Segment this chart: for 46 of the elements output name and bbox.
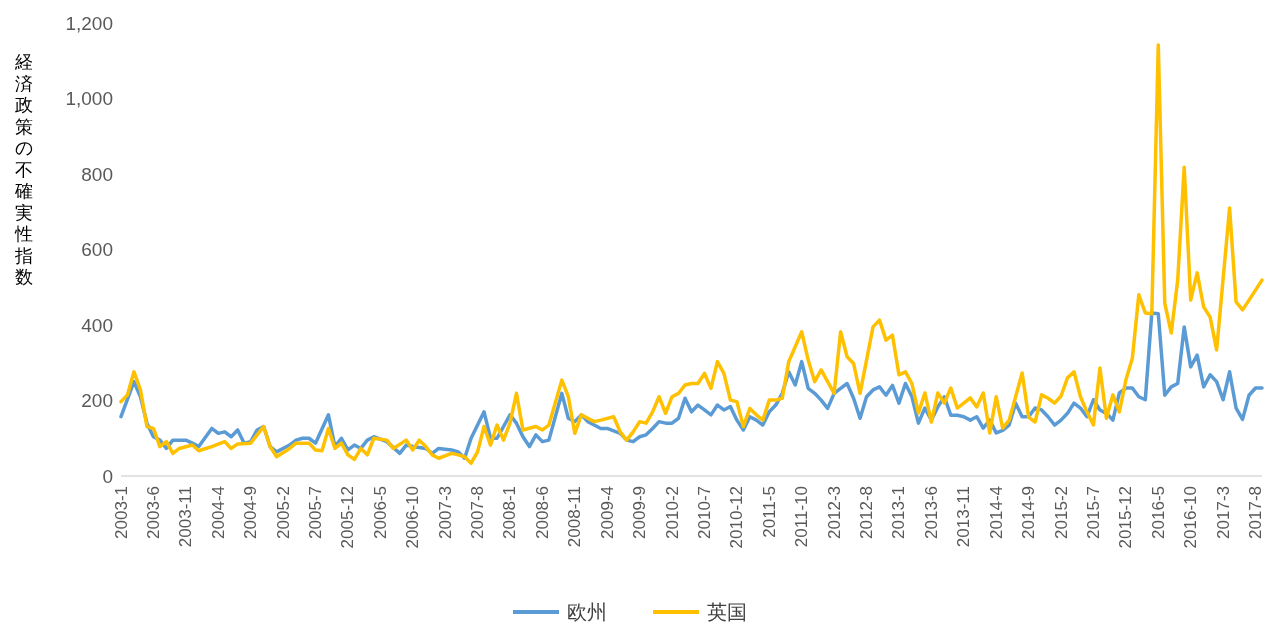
x-tick-label: 2014-4 [986,486,1006,539]
x-tick-label: 2008-11 [565,486,585,548]
x-tick-label: 2015-12 [1116,486,1136,549]
x-tick-label: 2007-3 [435,486,455,539]
x-tick-label: 2004-4 [208,486,228,539]
x-tick-label: 2004-9 [241,486,261,539]
x-tick-label: 2008-1 [500,486,520,539]
y-tick-label: 600 [81,239,113,260]
x-tick-label: 2011-10 [792,486,812,548]
x-tick-label: 2015-7 [1083,486,1103,539]
x-tick-label: 2003-11 [176,486,196,548]
x-tick-label: 2013-6 [921,486,941,539]
x-tick-label: 2017-8 [1246,486,1266,539]
x-tick-label: 2010-2 [662,486,682,539]
x-tick-label: 2006-10 [403,486,423,549]
x-tick-label: 2010-7 [694,486,714,539]
x-tick-label: 2003-1 [111,486,131,539]
x-tick-label: 2005-12 [338,486,358,549]
legend-label: 英国 [707,601,747,623]
x-tick-label: 2013-11 [954,486,974,548]
x-tick-label: 2015-2 [1051,486,1071,539]
x-tick-label: 2016-10 [1181,486,1201,549]
x-tick-label: 2013-1 [889,486,909,539]
x-tick-label: 2012-8 [857,486,877,539]
x-tick-label: 2011-5 [759,486,779,538]
x-tick-label: 2010-12 [727,486,747,549]
x-tick-label: 2003-6 [143,486,163,539]
x-tick-label: 2016-5 [1148,486,1168,539]
x-tick-label: 2012-3 [824,486,844,539]
y-tick-label: 400 [81,314,113,336]
text: 経済政策の不確実性指数 [15,52,33,287]
y-tick-label: 1,000 [65,88,113,109]
x-tick-label: 2007-8 [468,486,488,539]
x-tick-label: 2009-9 [630,486,650,539]
x-tick-label: 2005-2 [273,486,293,539]
y-tick-label: 1,200 [65,12,113,34]
x-tick-label: 2006-5 [370,486,390,539]
y-tick-label: 0 [102,465,113,487]
x-tick-label: 2005-7 [305,486,325,539]
y-tick-label: 800 [81,163,113,185]
x-tick-label: 2014-9 [1019,486,1039,539]
x-tick-label: 2008-6 [532,486,552,539]
x-tick-label: 2009-4 [597,486,617,539]
x-tick-label: 2017-3 [1213,486,1233,539]
legend-label: 欧州 [567,601,607,623]
y-tick-label: 200 [81,390,113,411]
